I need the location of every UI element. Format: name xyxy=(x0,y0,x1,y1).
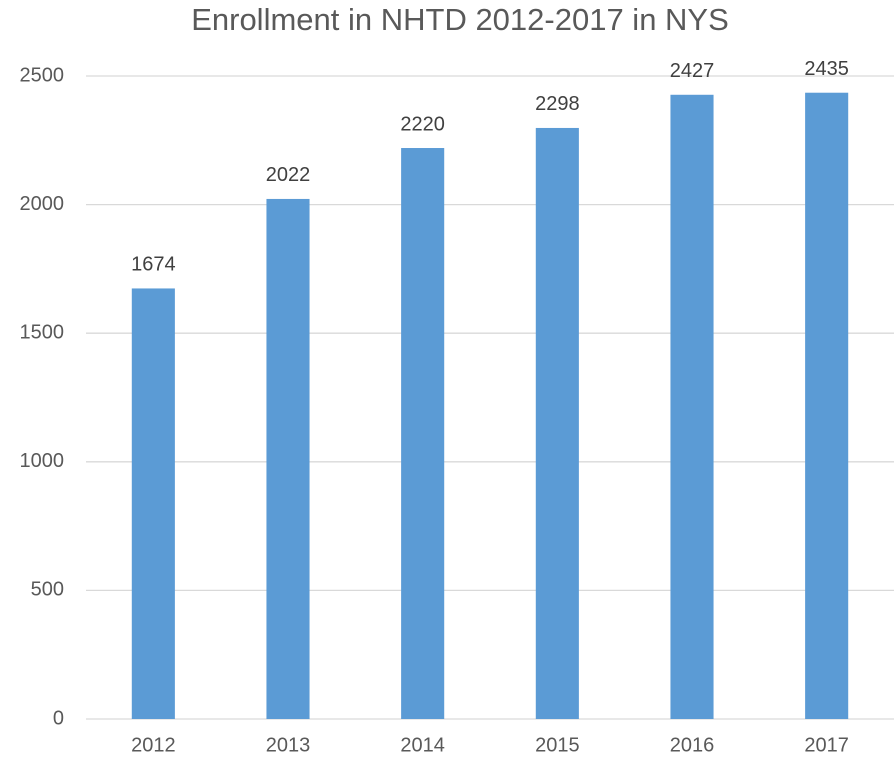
data-label: 2298 xyxy=(535,93,580,115)
x-tick-label: 2012 xyxy=(131,734,176,756)
chart-title: Enrollment in NHTD 2012-2017 in NYS xyxy=(191,2,729,37)
x-tick-label: 2017 xyxy=(804,734,849,756)
y-tick-label: 2500 xyxy=(20,64,65,86)
bar xyxy=(266,198,310,720)
data-label: 2022 xyxy=(266,164,311,186)
bar xyxy=(535,127,579,719)
x-tick-label: 2013 xyxy=(266,734,311,756)
bar xyxy=(131,288,175,719)
x-tick-label: 2015 xyxy=(535,734,580,756)
y-tick-label: 0 xyxy=(53,707,64,729)
bar xyxy=(805,92,849,719)
y-tick-label: 1500 xyxy=(20,321,65,343)
y-tick-label: 2000 xyxy=(20,193,65,215)
bar xyxy=(670,94,714,720)
y-tick-label: 1000 xyxy=(20,450,65,472)
x-tick-label: 2016 xyxy=(670,734,715,756)
data-label: 2435 xyxy=(804,58,849,80)
data-label: 2427 xyxy=(670,60,715,82)
data-label: 2220 xyxy=(400,113,445,135)
data-label: 1674 xyxy=(131,254,176,276)
x-tick-label: 2014 xyxy=(400,734,445,756)
y-tick-label: 500 xyxy=(31,579,64,601)
bar xyxy=(401,148,445,720)
